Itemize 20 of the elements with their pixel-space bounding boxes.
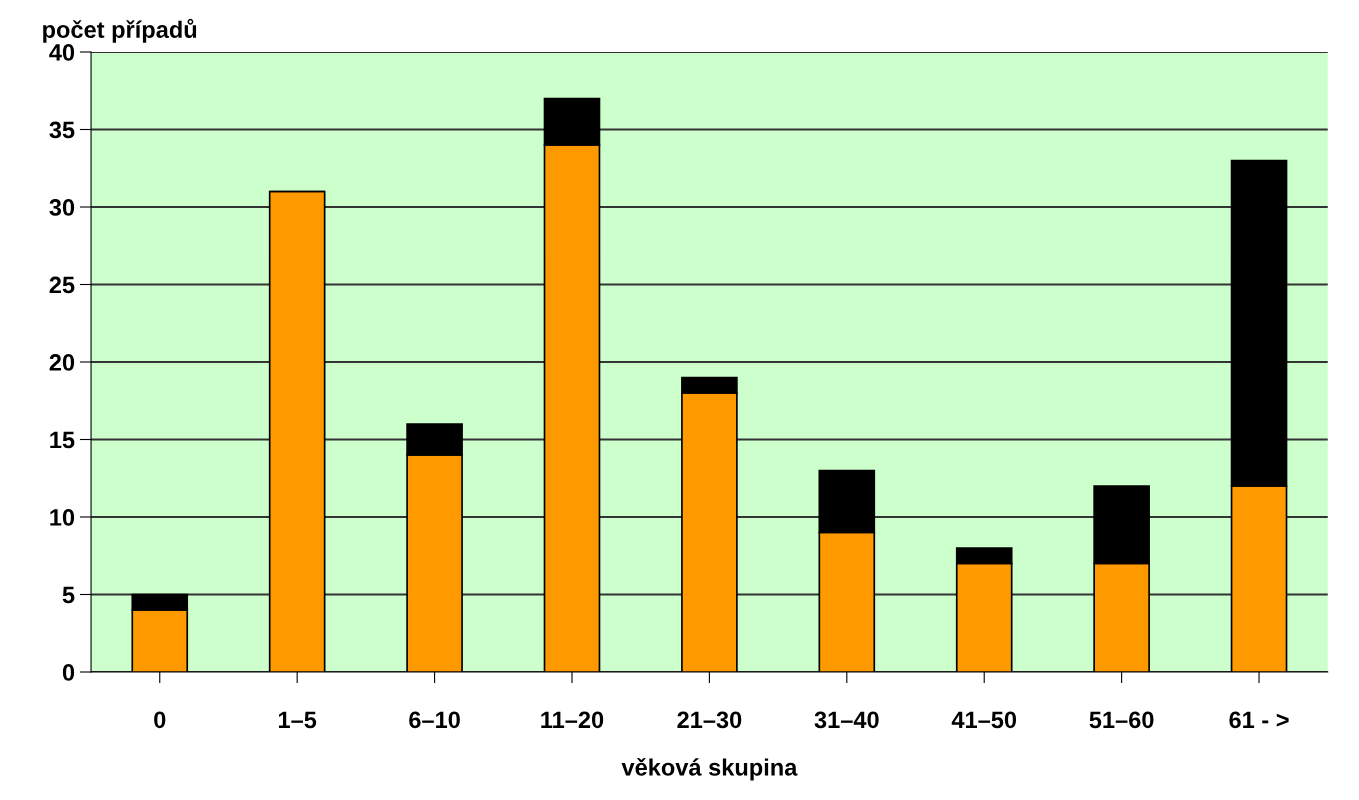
y-tick-label: 20 (49, 354, 75, 371)
y-tick-label: 10 (50, 509, 75, 526)
x-tick-label: 41–50 (951, 711, 1017, 729)
x-tick-label: 11–20 (541, 711, 604, 729)
x-tick-label: 1–5 (278, 711, 317, 729)
x-axis-title: věková skupina (621, 757, 798, 781)
x-tick-label: 61 - > (1229, 711, 1289, 729)
x-tick-label: 0 (154, 711, 166, 729)
y-tick-label: 40 (49, 44, 75, 61)
y-tick-label: 5 (62, 586, 75, 604)
y-axis-title: počet případů (43, 18, 197, 43)
y-tick-label: 0 (62, 664, 75, 681)
y-tick-label: 25 (49, 276, 75, 294)
x-tick-label: 31–40 (814, 711, 879, 729)
y-tick-label: 35 (49, 121, 75, 139)
x-tick-label: 6–10 (409, 711, 460, 729)
y-tick-label: 15 (50, 431, 75, 449)
x-tick-label: 51–60 (1089, 711, 1154, 729)
x-tick-label: 21–30 (677, 711, 742, 729)
y-tick-label: 30 (49, 199, 75, 216)
